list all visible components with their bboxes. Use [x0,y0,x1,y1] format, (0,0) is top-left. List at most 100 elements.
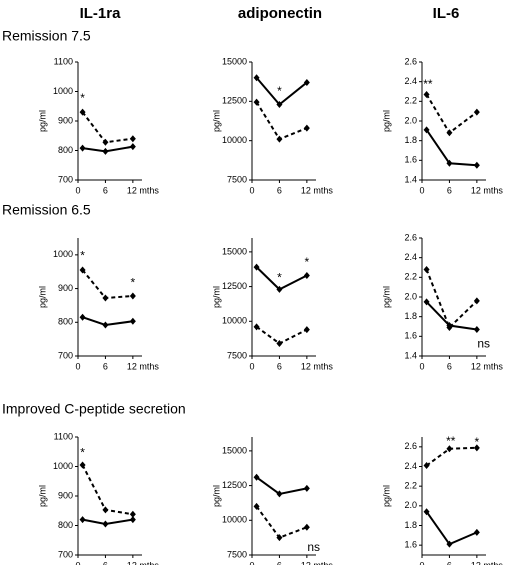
y-tick-label: 2.2 [404,272,417,282]
y-tick-label: 1.4 [404,350,417,360]
point [446,445,453,453]
y-tick-label: 900 [58,490,73,500]
point [446,323,453,331]
x-tick-label: 0 [249,560,254,565]
y-tick-label: 1.6 [404,540,417,550]
y-tick-label: 700 [58,549,73,559]
point [102,147,109,155]
series-line [425,93,478,135]
annotation: * [131,276,136,290]
annotation: ** [423,77,433,91]
x-tick-label: 12 mths [301,185,334,195]
x-tick-label: 12 mths [471,560,504,565]
point [423,298,430,306]
point [276,285,283,293]
y-tick-label: 1100 [54,431,73,441]
annotation: * [475,435,480,449]
y-tick-label: 15000 [222,56,247,66]
row-title: Improved C-peptide secretion [2,401,186,417]
y-tick-label: 1.8 [404,520,417,530]
y-tick-label: 7500 [227,549,247,559]
point [79,516,86,524]
y-tick-label: 1.8 [404,135,417,145]
y-tick-label: 1000 [53,461,73,471]
y-tick-label: 900 [58,115,73,125]
point [129,143,136,151]
y-tick-label: 10000 [222,316,247,326]
y-tick-label: 7500 [227,350,247,360]
y-axis-label: pg/ml [211,286,221,308]
series-line [255,101,308,141]
point [446,129,453,137]
y-tick-label: 900 [58,283,73,293]
series-line [81,111,133,144]
point [253,263,260,271]
point [129,292,136,300]
point [303,271,310,279]
annotation: * [80,249,85,263]
x-tick-label: 0 [75,361,80,371]
point [129,516,136,524]
point [253,502,260,510]
y-tick-label: 2.4 [404,252,417,262]
x-tick-label: 6 [103,185,108,195]
annotation: * [277,270,282,284]
x-tick-label: 0 [419,185,424,195]
column-title: IL-1ra [80,5,122,22]
y-axis-label: pg/ml [211,485,221,507]
x-tick-label: 12 mths [127,560,160,565]
x-tick-label: 0 [419,560,424,565]
y-tick-label: 10000 [222,135,247,145]
x-tick-label: 12 mths [127,361,160,371]
y-tick-label: 1.4 [404,174,417,184]
x-tick-label: 6 [447,361,452,371]
y-tick-label: 800 [58,317,73,327]
y-tick-label: 700 [58,174,73,184]
y-tick-label: 2.2 [404,96,417,106]
point [423,508,430,516]
y-tick-label: 1.6 [404,331,417,341]
x-tick-label: 0 [75,185,80,195]
y-axis-label: pg/ml [37,286,47,308]
point [102,321,109,329]
annotation: ns [307,540,320,554]
x-tick-label: 12 mths [301,361,334,371]
point [79,461,86,469]
series-line [255,476,308,495]
x-tick-label: 0 [249,185,254,195]
point [102,506,109,514]
series-line [425,129,477,167]
series-line [82,316,133,327]
point [423,265,430,273]
point [303,523,310,531]
y-tick-label: 15000 [222,246,247,256]
y-tick-label: 2.6 [404,232,417,242]
point [303,326,310,334]
column-title: IL-6 [433,5,460,22]
point [423,462,430,470]
point [276,340,283,348]
x-tick-label: 6 [447,185,452,195]
point [102,138,109,146]
series-line [255,505,308,539]
point [446,159,453,167]
x-tick-label: 12 mths [471,361,504,371]
y-axis-label: pg/ml [211,110,221,132]
annotation: * [305,255,310,269]
y-tick-label: 12500 [222,281,247,291]
series-line [81,269,133,300]
point [276,100,283,108]
y-tick-label: 1.8 [404,311,417,321]
y-tick-label: 1000 [53,249,73,259]
point [253,74,260,82]
annotation: ** [446,434,456,448]
point [79,144,86,152]
y-axis-label: pg/ml [37,485,47,507]
y-tick-label: 12500 [222,96,247,106]
series-line [425,446,477,467]
series-line [425,269,478,330]
point [303,124,310,132]
point [473,108,480,116]
y-tick-label: 12500 [222,480,247,490]
